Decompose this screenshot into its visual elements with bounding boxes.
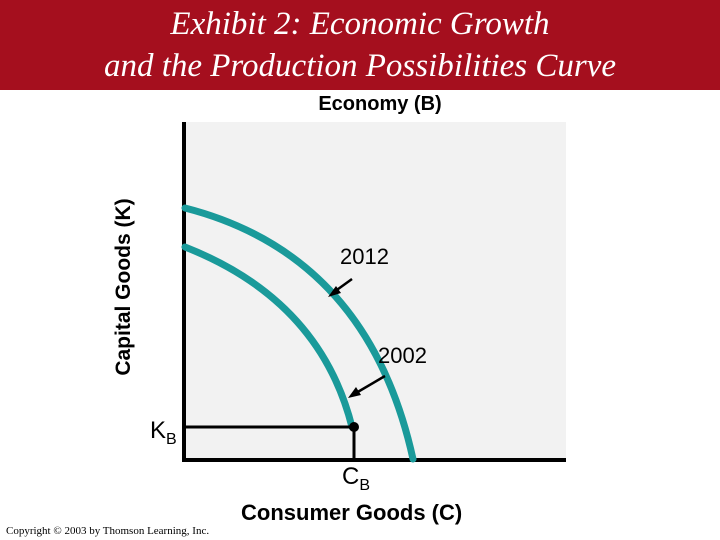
kb-letter: K bbox=[150, 417, 167, 444]
y-axis-label: Capital Goods (K) bbox=[112, 198, 135, 376]
title-bar: Exhibit 2: Economic Growth and the Produ… bbox=[0, 0, 720, 90]
plot-area bbox=[184, 122, 566, 460]
arrow-2012-head bbox=[328, 286, 341, 297]
title-line-2: and the Production Possibilities Curve bbox=[103, 48, 617, 84]
ppc-curve-2002 bbox=[181, 243, 356, 431]
cb-label: CB bbox=[342, 463, 370, 495]
kb-subscript: B bbox=[166, 431, 177, 448]
curve-label-2002: 2002 bbox=[378, 343, 427, 368]
x-axis-label: Consumer Goods (C) bbox=[241, 500, 463, 525]
cb-subscript: B bbox=[359, 477, 371, 494]
cb-letter: C bbox=[342, 463, 360, 490]
diagram-subtitle: Economy (B) bbox=[318, 93, 442, 115]
curve-label-2012: 2012 bbox=[340, 244, 389, 269]
arrow-2002-shaft bbox=[355, 374, 386, 395]
kb-label: KB bbox=[150, 417, 177, 449]
arrow-2002-head bbox=[348, 387, 361, 398]
production-point bbox=[349, 422, 359, 432]
copyright-notice: Copyright © 2003 by Thomson Learning, In… bbox=[6, 525, 210, 537]
title-line-1: Exhibit 2: Economic Growth bbox=[170, 6, 550, 42]
